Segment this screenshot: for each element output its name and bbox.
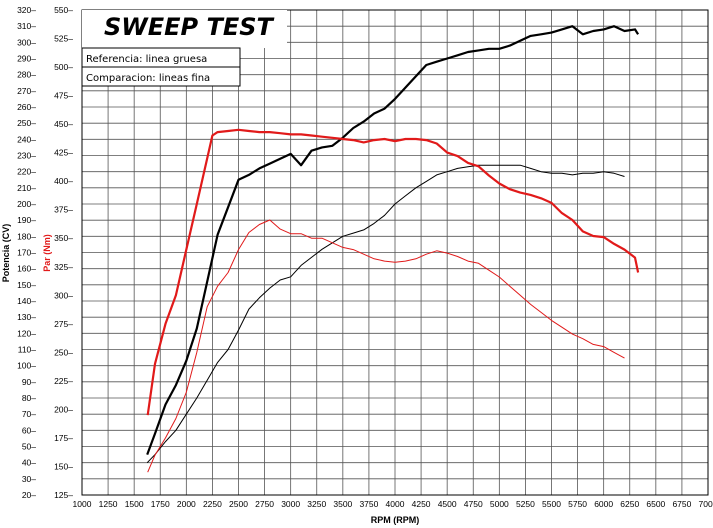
- left-y-tick-label: 100–: [17, 361, 36, 371]
- x-tick-label: 2750: [255, 499, 274, 509]
- right-y-tick-label: 225–: [54, 376, 73, 386]
- x-tick-label: 1750: [151, 499, 170, 509]
- x-tick-label: 2250: [203, 499, 222, 509]
- x-tick-label: 5000: [490, 499, 509, 509]
- left-y-tick-label: 90–: [22, 377, 36, 387]
- left-y-tick-label: 150–: [17, 280, 36, 290]
- right-y-tick-label: 175–: [54, 433, 73, 443]
- x-tick-label: 5750: [568, 499, 587, 509]
- x-tick-label: 6500: [646, 499, 665, 509]
- x-tick-label: 4500: [438, 499, 457, 509]
- x-tick-label: 2500: [229, 499, 248, 509]
- legend-reference: Referencia: linea gruesa: [86, 54, 207, 65]
- power-thick-line: [146, 25, 640, 455]
- left-y-tick-label: 50–: [22, 442, 36, 452]
- left-y-tick-label: 180–: [17, 231, 36, 241]
- x-tick-label: 4750: [464, 499, 483, 509]
- x-tick-label: 5500: [542, 499, 561, 509]
- left-y-tick-label: 80–: [22, 393, 36, 403]
- data-lines: [146, 25, 640, 473]
- right-y-tick-label: 325–: [54, 262, 73, 272]
- x-tick-label: 4250: [412, 499, 431, 509]
- left-y-tick-label: 200–: [17, 199, 36, 209]
- right-y-tick-label: 450–: [54, 119, 73, 129]
- title-box: [82, 10, 287, 48]
- left-y-tick-label: 320–: [17, 5, 36, 15]
- x-tick-label: 4000: [386, 499, 405, 509]
- right-y-tick-label: 250–: [54, 347, 73, 357]
- right-y-tick-label: 200–: [54, 404, 73, 414]
- left-y-tick-label: 220–: [17, 167, 36, 177]
- left-y-tick-label: 270–: [17, 86, 36, 96]
- left-y-tick-label: 300–: [17, 37, 36, 47]
- left-axis-title: Potencia (CV): [1, 224, 11, 283]
- left-y-tick-label: 240–: [17, 134, 36, 144]
- left-y-tick-label: 230–: [17, 151, 36, 161]
- x-tick-label: 3500: [333, 499, 352, 509]
- chart-title: SWEEP TEST: [104, 13, 275, 41]
- right-y-tick-label: 475–: [54, 91, 73, 101]
- right-y-tick-label: 350–: [54, 233, 73, 243]
- right-y-tick-label: 500–: [54, 62, 73, 72]
- torque-thick-line: [146, 128, 640, 416]
- right-y-tick-label: 125–: [54, 490, 73, 500]
- x-tick-label: 3000: [281, 499, 300, 509]
- x-tick-label: 6750: [672, 499, 691, 509]
- x-tick-label: 6250: [620, 499, 639, 509]
- right-y-tick-label: 400–: [54, 176, 73, 186]
- plot-border: [81, 9, 709, 496]
- right-axis-title: Par (Nm): [42, 234, 52, 272]
- x-tick-label: 1250: [99, 499, 118, 509]
- left-y-tick-label: 140–: [17, 296, 36, 306]
- power-thin-line: [146, 164, 625, 464]
- left-y-tick-label: 30–: [22, 474, 36, 484]
- right-y-tick-label: 275–: [54, 319, 73, 329]
- x-tick-label: 1000: [73, 499, 92, 509]
- left-y-tick-label: 40–: [22, 458, 36, 468]
- axis-ticks: 1000 1250 1500 1750 2000 2250 2500 2750 3000 3250…: [17, 5, 713, 509]
- x-tick-label: 3250: [307, 499, 326, 509]
- right-y-tick-label: 300–: [54, 290, 73, 300]
- x-tick-label: 5250: [516, 499, 535, 509]
- left-y-tick-label: 20–: [22, 490, 36, 500]
- left-y-tick-label: 310–: [17, 21, 36, 31]
- left-y-tick-label: 110–: [18, 345, 37, 355]
- right-y-tick-label: 375–: [54, 205, 73, 215]
- left-y-tick-label: 250–: [17, 118, 36, 128]
- left-y-tick-label: 170–: [17, 248, 36, 258]
- right-y-tick-label: 550–: [54, 5, 73, 15]
- left-y-tick-label: 160–: [17, 264, 36, 274]
- left-y-tick-label: 280–: [17, 70, 36, 80]
- x-tick-label: 2000: [177, 499, 196, 509]
- left-y-tick-label: 130–: [17, 312, 36, 322]
- right-y-tick-label: 525–: [54, 34, 73, 44]
- grid: [81, 9, 709, 496]
- x-tick-label: 6000: [594, 499, 613, 509]
- right-y-tick-label: 425–: [54, 148, 73, 158]
- left-y-tick-label: 120–: [17, 328, 36, 338]
- legend-comparison: Comparacion: lineas fina: [86, 73, 210, 84]
- torque-thin-line: [147, 219, 625, 473]
- x-tick-label: 7000: [699, 499, 713, 509]
- x-tick-label: 3750: [359, 499, 378, 509]
- x-tick-label: 1500: [125, 499, 144, 509]
- left-y-tick-label: 70–: [22, 409, 36, 419]
- left-y-tick-label: 290–: [17, 54, 36, 64]
- x-axis-title: RPM (RPM): [371, 515, 420, 525]
- left-y-tick-label: 190–: [17, 215, 36, 225]
- right-y-tick-label: 150–: [54, 461, 73, 471]
- left-y-tick-label: 60–: [22, 425, 36, 435]
- left-y-tick-label: 260–: [17, 102, 36, 112]
- left-y-tick-label: 210–: [17, 183, 36, 193]
